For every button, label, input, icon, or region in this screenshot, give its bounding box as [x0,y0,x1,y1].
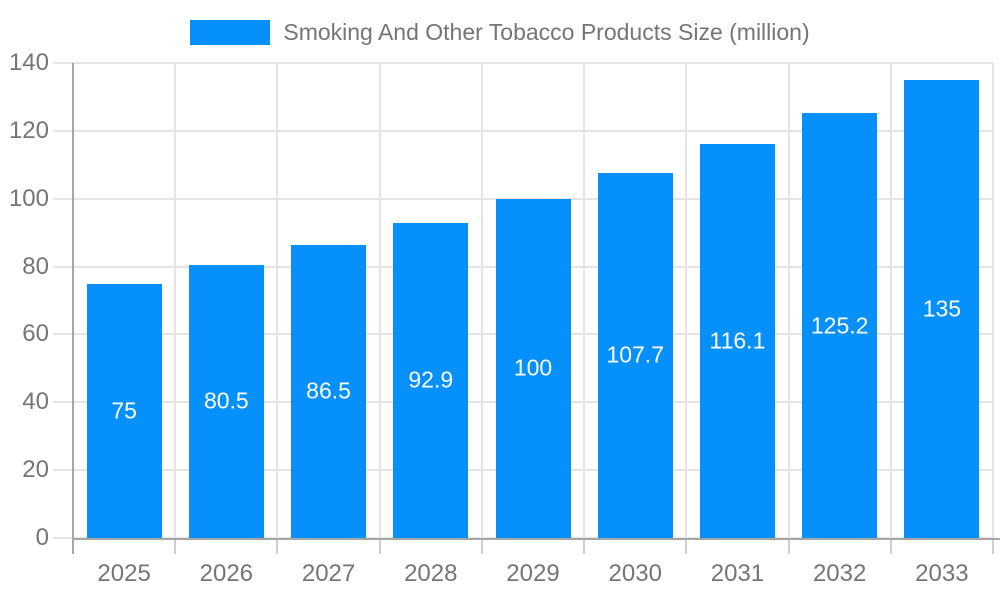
x-axis-tick [992,540,994,554]
x-axis-tick [480,540,483,554]
y-axis-label: 120 [8,116,49,144]
y-axis-label: 0 [35,524,49,551]
bar-2033[interactable]: 135 [904,79,980,538]
bar-value-label: 116.1 [709,327,766,354]
x-axis-tick [889,540,892,554]
bar-value-label: 75 [111,397,137,424]
y-axis-tick [53,129,73,132]
y-axis-tick [53,197,73,200]
bar-2026[interactable]: 80.5 [188,264,264,538]
x-axis-label: 2028 [404,560,458,587]
bar-2031[interactable]: 116.1 [699,144,775,538]
bar-2029[interactable]: 100 [495,198,571,538]
bar-2032[interactable]: 125.2 [802,113,878,538]
y-axis-tick [53,333,73,336]
y-axis-line [72,63,74,554]
x-axis-tick [583,540,586,554]
gridline-vertical [787,63,790,538]
x-axis-label: 2025 [97,560,151,587]
y-axis-tick [53,265,73,268]
y-axis-label: 80 [22,252,49,280]
bar-2030[interactable]: 107.7 [597,172,673,538]
gridline-vertical [889,63,892,538]
bar-value-label: 86.5 [306,377,351,404]
gridline-vertical [276,63,279,538]
legend-label: Smoking And Other Tobacco Products Size … [283,18,810,45]
x-axis-label: 2027 [301,560,356,587]
x-axis-label: 2030 [608,560,662,587]
bar-value-label: 135 [922,295,962,322]
bar-2027[interactable]: 86.5 [291,244,367,538]
x-axis-tick [378,540,381,554]
y-axis-tick [53,469,73,472]
y-axis-label: 60 [22,320,49,348]
x-axis-tick [174,540,177,554]
y-axis-tick [53,401,73,404]
chart-legend[interactable]: Smoking And Other Tobacco Products Size … [0,15,1000,49]
x-axis-label: 2033 [915,560,969,587]
bar-2028[interactable]: 92.9 [393,222,469,538]
y-axis-label: 40 [22,388,49,416]
x-axis-label: 2026 [199,560,254,587]
y-axis-label: 20 [22,456,49,484]
y-axis-label: 100 [8,184,49,212]
bar-value-label: 125.2 [810,312,869,339]
gridline-vertical [378,63,381,538]
y-axis-label: 140 [8,49,49,76]
y-axis-tick [53,62,73,64]
gridline-vertical [583,63,586,538]
bar-value-label: 107.7 [606,341,664,368]
x-axis-line [72,538,1000,540]
x-axis-tick [787,540,790,554]
bar-value-label: 100 [513,354,553,381]
x-axis-tick [685,540,688,554]
bar-2025[interactable]: 75 [86,283,162,538]
gridline-vertical [992,63,994,538]
legend-swatch-icon [190,19,271,45]
x-axis-label: 2032 [812,560,867,587]
x-axis-label: 2031 [710,560,765,587]
gridline-vertical [480,63,483,538]
x-axis-tick [276,540,279,554]
x-axis-label: 2029 [506,560,560,587]
gridline-horizontal [73,62,993,64]
gridline-vertical [685,63,688,538]
gridline-vertical [174,63,177,538]
gridline-horizontal [73,129,993,132]
bar-value-label: 92.9 [408,366,454,393]
y-axis-tick [53,537,73,539]
bar-value-label: 80.5 [203,387,249,414]
